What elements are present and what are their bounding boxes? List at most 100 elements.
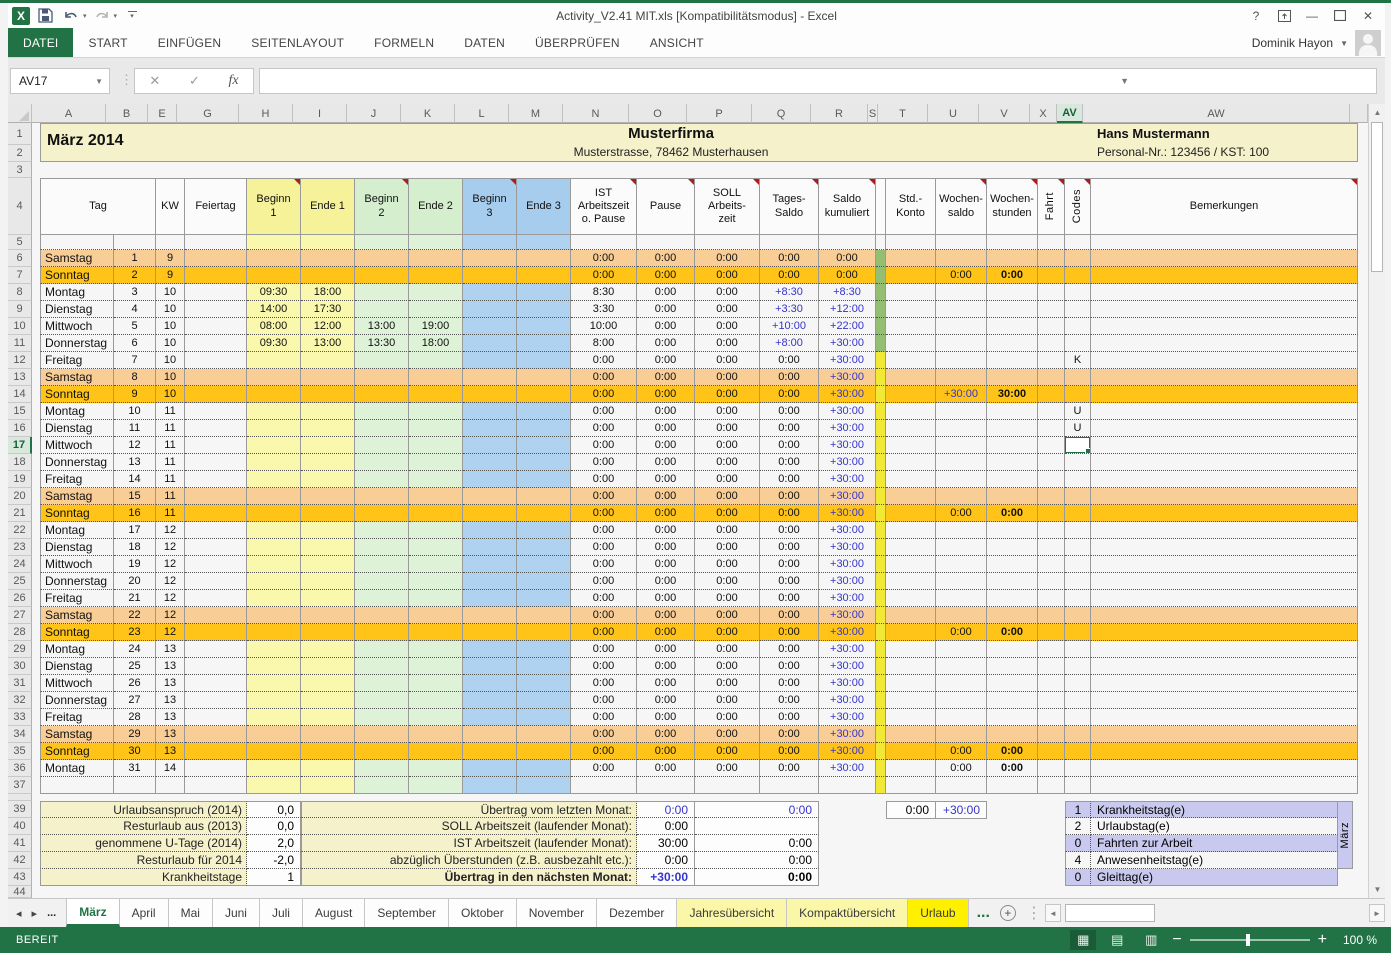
cell-saldo-kumuliert[interactable]: +30:00 bbox=[819, 675, 876, 692]
cell-saldo-kumuliert[interactable]: +30:00 bbox=[819, 522, 876, 539]
cell-bemerkungen[interactable] bbox=[1091, 403, 1358, 420]
cell-soll[interactable]: 0:00 bbox=[695, 267, 760, 284]
cell-beginn1[interactable] bbox=[247, 675, 301, 692]
cell-datum[interactable]: 9 bbox=[114, 386, 156, 403]
normal-view-icon[interactable]: ▦ bbox=[1070, 930, 1096, 950]
cell-beginn3[interactable] bbox=[463, 318, 517, 335]
insert-function-icon[interactable]: fx bbox=[229, 73, 239, 89]
scroll-left-icon[interactable]: ◄ bbox=[1045, 904, 1061, 922]
cell-ende2[interactable] bbox=[409, 352, 463, 369]
cell-feiertag[interactable] bbox=[185, 335, 247, 352]
cell-beginn3[interactable] bbox=[463, 403, 517, 420]
cell-ist[interactable]: 8:30 bbox=[571, 284, 637, 301]
cell-datum[interactable]: 16 bbox=[114, 505, 156, 522]
cell-tag[interactable]: Dienstag bbox=[40, 539, 114, 556]
cell-pause[interactable]: 0:00 bbox=[637, 267, 695, 284]
cell-ende3[interactable] bbox=[517, 284, 571, 301]
cell-beginn1[interactable] bbox=[247, 505, 301, 522]
cell-saldo-kumuliert[interactable]: +30:00 bbox=[819, 505, 876, 522]
cell-pause[interactable]: 0:00 bbox=[637, 726, 695, 743]
cell-beginn3[interactable] bbox=[463, 335, 517, 352]
scroll-right-icon[interactable]: ► bbox=[1369, 904, 1385, 922]
row-header-15[interactable]: 15 bbox=[8, 403, 32, 420]
cell-ende1[interactable]: 13:00 bbox=[301, 335, 355, 352]
cell-saldo-kumuliert[interactable]: +30:00 bbox=[819, 641, 876, 658]
cell-ampel[interactable] bbox=[876, 301, 886, 318]
cell-beginn1[interactable] bbox=[247, 386, 301, 403]
cell-fahrt[interactable] bbox=[1038, 675, 1065, 692]
cell-soll[interactable]: 0:00 bbox=[695, 590, 760, 607]
cell-feiertag[interactable] bbox=[185, 505, 247, 522]
empty-cell[interactable] bbox=[1091, 235, 1358, 250]
cell-soll[interactable]: 0:00 bbox=[695, 726, 760, 743]
cell-stdkonto[interactable] bbox=[886, 522, 936, 539]
cell-pause[interactable]: 0:00 bbox=[637, 624, 695, 641]
cell-ende3[interactable] bbox=[517, 386, 571, 403]
cell-wochensaldo[interactable] bbox=[936, 556, 987, 573]
empty-cell[interactable] bbox=[409, 777, 463, 794]
cell-wochenstunden[interactable] bbox=[987, 437, 1038, 454]
cell-ampel[interactable] bbox=[876, 641, 886, 658]
cell-beginn3[interactable] bbox=[463, 743, 517, 760]
cell-ende3[interactable] bbox=[517, 369, 571, 386]
cell-ende1[interactable] bbox=[301, 607, 355, 624]
cell-pause[interactable]: 0:00 bbox=[637, 522, 695, 539]
cell-beginn3[interactable] bbox=[463, 267, 517, 284]
cell-saldo-kumuliert[interactable]: +30:00 bbox=[819, 539, 876, 556]
cell-tag[interactable]: Donnerstag bbox=[40, 692, 114, 709]
cell-ende3[interactable] bbox=[517, 488, 571, 505]
cell-pause[interactable]: 0:00 bbox=[637, 709, 695, 726]
cell-ende2[interactable] bbox=[409, 437, 463, 454]
cell-wochenstunden[interactable] bbox=[987, 369, 1038, 386]
cell-beginn2[interactable] bbox=[355, 726, 409, 743]
cell-code[interactable] bbox=[1065, 522, 1091, 539]
sheet-tab-kompakt-bersicht[interactable]: Kompaktübersicht bbox=[787, 899, 908, 927]
cell-datum[interactable]: 8 bbox=[114, 369, 156, 386]
cell-wochenstunden[interactable] bbox=[987, 590, 1038, 607]
cell-tag[interactable]: Dienstag bbox=[40, 420, 114, 437]
cell-ende2[interactable] bbox=[409, 556, 463, 573]
cell-bemerkungen[interactable] bbox=[1091, 420, 1358, 437]
cell-ende3[interactable] bbox=[517, 624, 571, 641]
cell-ende2[interactable] bbox=[409, 488, 463, 505]
column-header-P[interactable]: P bbox=[687, 104, 752, 123]
cell-saldo-kumuliert[interactable]: +30:00 bbox=[819, 607, 876, 624]
cell-fahrt[interactable] bbox=[1038, 471, 1065, 488]
cell-bemerkungen[interactable] bbox=[1091, 607, 1358, 624]
cell-ende3[interactable] bbox=[517, 522, 571, 539]
empty-cell[interactable] bbox=[876, 235, 886, 250]
cell-beginn2[interactable] bbox=[355, 284, 409, 301]
cell-fahrt[interactable] bbox=[1038, 454, 1065, 471]
cell-wochenstunden[interactable] bbox=[987, 641, 1038, 658]
cell-wochensaldo[interactable] bbox=[936, 437, 987, 454]
cell-ende3[interactable] bbox=[517, 539, 571, 556]
cell-ende2[interactable] bbox=[409, 743, 463, 760]
cell-beginn1[interactable]: 14:00 bbox=[247, 301, 301, 318]
empty-cell[interactable] bbox=[936, 235, 987, 250]
cell-feiertag[interactable] bbox=[185, 641, 247, 658]
cell-beginn3[interactable] bbox=[463, 726, 517, 743]
cell-beginn2[interactable] bbox=[355, 386, 409, 403]
cell-ende3[interactable] bbox=[517, 250, 571, 267]
column-header-G[interactable]: G bbox=[177, 104, 239, 123]
cell-bemerkungen[interactable] bbox=[1091, 692, 1358, 709]
cell-tag[interactable]: Mittwoch bbox=[40, 437, 114, 454]
column-header-K[interactable]: K bbox=[401, 104, 455, 123]
row-header-11[interactable]: 11 bbox=[8, 335, 32, 352]
cell-datum[interactable]: 21 bbox=[114, 590, 156, 607]
sheet-tab-august[interactable]: August bbox=[303, 899, 365, 927]
cell-ende1[interactable] bbox=[301, 437, 355, 454]
cell-bemerkungen[interactable] bbox=[1091, 675, 1358, 692]
cell-fahrt[interactable] bbox=[1038, 267, 1065, 284]
cell-beginn3[interactable] bbox=[463, 590, 517, 607]
cell-ampel[interactable] bbox=[876, 488, 886, 505]
cell-ende2[interactable] bbox=[409, 505, 463, 522]
cell-pause[interactable]: 0:00 bbox=[637, 301, 695, 318]
empty-cell[interactable] bbox=[819, 235, 876, 250]
cell-ende1[interactable] bbox=[301, 352, 355, 369]
empty-cell[interactable] bbox=[886, 777, 936, 794]
cell-stdkonto[interactable] bbox=[886, 454, 936, 471]
cell-wochensaldo[interactable] bbox=[936, 573, 987, 590]
cell-wochenstunden[interactable] bbox=[987, 522, 1038, 539]
cell-ende3[interactable] bbox=[517, 607, 571, 624]
